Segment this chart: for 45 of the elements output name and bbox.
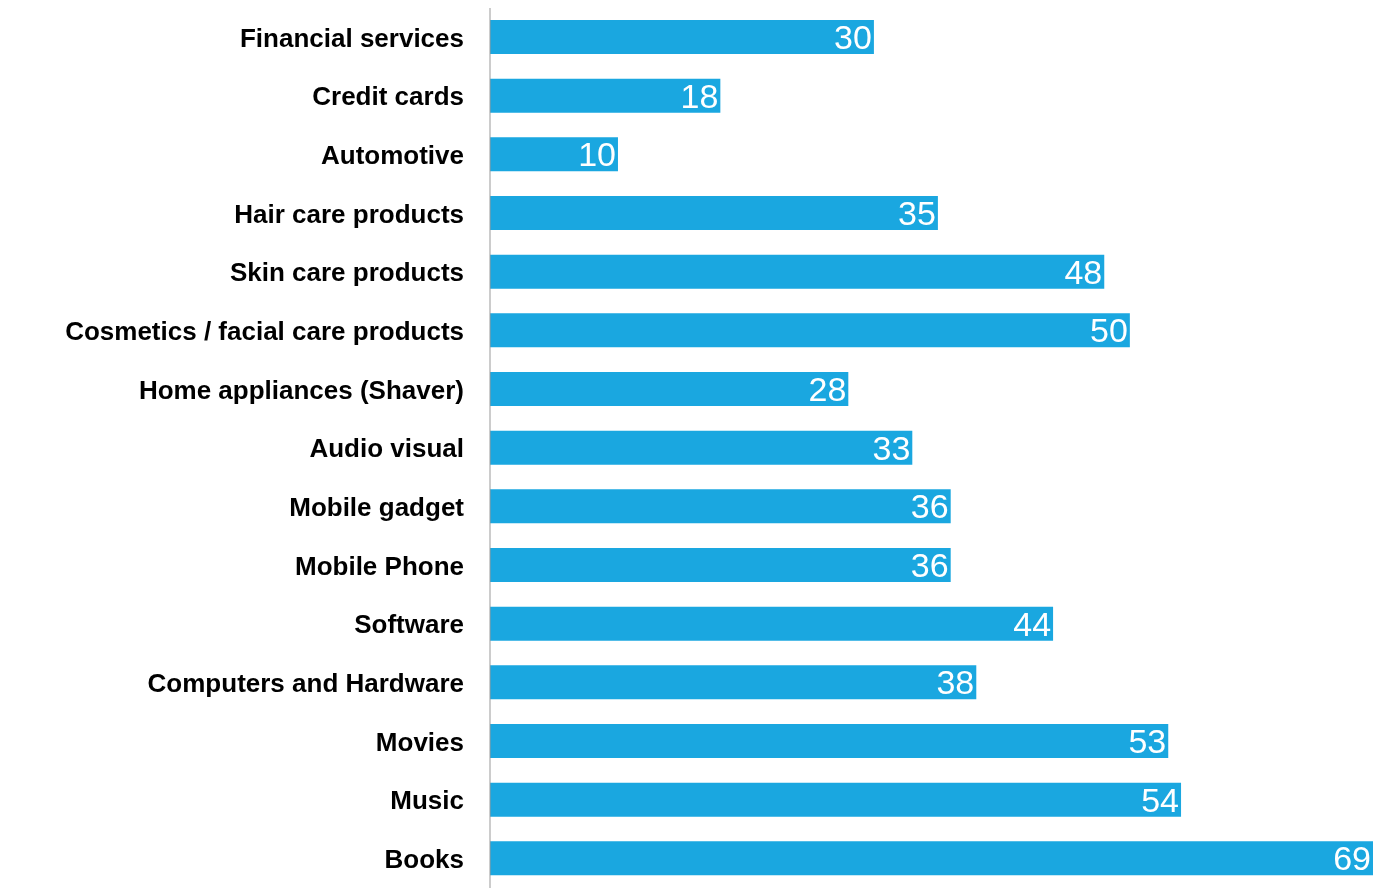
y-tick-label: Movies — [375, 726, 464, 757]
bar — [490, 137, 618, 172]
data-label: 38 — [936, 663, 975, 702]
bar — [490, 548, 951, 582]
data-label: 28 — [808, 370, 847, 409]
y-tick-label: Audio visual — [309, 433, 464, 464]
data-label: 54 — [1141, 780, 1180, 819]
data-label: 36 — [910, 487, 949, 526]
data-label: 35 — [898, 194, 936, 233]
bar — [490, 782, 1182, 817]
y-tick-label: Software — [354, 609, 464, 640]
y-tick-label: Automotive — [321, 139, 464, 170]
bar — [490, 20, 874, 54]
y-tick-label: Mobile Phone — [295, 550, 464, 581]
data-label: 10 — [578, 135, 616, 174]
bar — [490, 78, 721, 113]
data-label: 33 — [872, 428, 911, 467]
data-label: 36 — [910, 546, 949, 585]
bar — [490, 841, 1373, 876]
data-label: 18 — [680, 76, 719, 115]
data-label: 44 — [1013, 604, 1052, 643]
y-tick-label: Mobile gadget — [289, 491, 465, 522]
y-tick-label: Home appliances (Shaver) — [138, 374, 464, 405]
y-tick-label: Financial services — [239, 22, 464, 53]
y-tick-label: Credit cards — [312, 81, 464, 112]
data-label: 30 — [834, 18, 872, 57]
y-tick-label: Hair care products — [234, 198, 464, 229]
data-label: 53 — [1128, 722, 1167, 761]
bar — [490, 724, 1169, 758]
data-label: 50 — [1090, 311, 1128, 350]
bar — [490, 489, 951, 524]
bar — [490, 606, 1054, 641]
y-tick-label: Skin care products — [229, 257, 464, 288]
bar — [490, 254, 1105, 289]
data-label: 69 — [1333, 839, 1371, 878]
y-tick-label: Cosmetics / facial care products — [65, 315, 464, 346]
bar — [490, 196, 938, 230]
y-tick-label: Computers and Hardware — [147, 667, 464, 698]
bar — [490, 313, 1130, 348]
bar — [490, 372, 849, 406]
bar — [490, 665, 977, 700]
y-tick-label: Music — [390, 785, 464, 816]
y-tick-label: Books — [384, 843, 464, 874]
bar — [490, 430, 913, 465]
data-label: 48 — [1064, 252, 1103, 291]
